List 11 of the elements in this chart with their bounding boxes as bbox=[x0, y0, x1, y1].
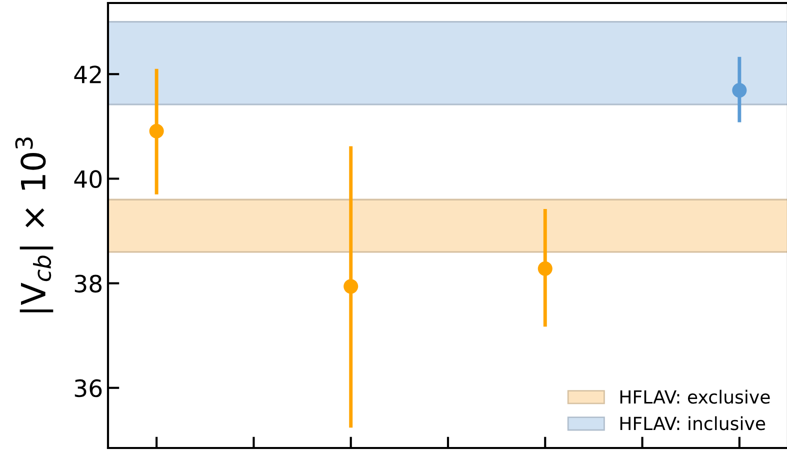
y-tick-label: 38 bbox=[74, 274, 102, 293]
y-tick-label: 42 bbox=[74, 66, 101, 84]
point bbox=[344, 279, 358, 294]
point bbox=[538, 261, 552, 276]
y-axis-title: |V$_{cb}$| × 10$^{3}$ bbox=[15, 138, 54, 312]
y-tick-label: 36 bbox=[74, 379, 102, 398]
point bbox=[149, 124, 164, 138]
y-tick-label: 40 bbox=[74, 170, 102, 188]
legend-label: HFLAV: inclusive bbox=[620, 416, 766, 430]
legend-label: HFLAV: exclusive bbox=[620, 390, 770, 404]
point bbox=[732, 83, 747, 98]
